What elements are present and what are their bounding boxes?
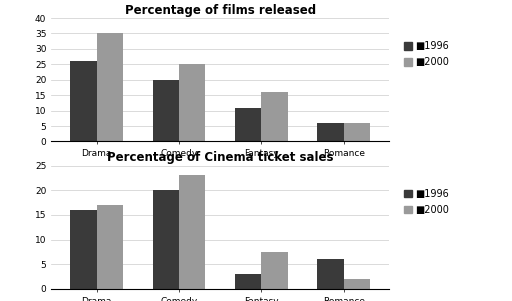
Legend: ■1996, ■2000: ■1996, ■2000 bbox=[404, 189, 449, 215]
Bar bbox=[344, 123, 370, 141]
Bar bbox=[261, 252, 288, 289]
Bar bbox=[153, 80, 179, 141]
Bar bbox=[179, 175, 205, 289]
Bar bbox=[235, 274, 261, 289]
Bar bbox=[70, 61, 97, 141]
Title: Percentage of films released: Percentage of films released bbox=[124, 4, 316, 17]
Bar bbox=[70, 210, 97, 289]
Bar bbox=[97, 33, 123, 141]
Bar bbox=[97, 205, 123, 289]
Bar bbox=[179, 64, 205, 141]
Legend: ■1996, ■2000: ■1996, ■2000 bbox=[404, 42, 449, 67]
Bar bbox=[317, 123, 344, 141]
Bar bbox=[235, 107, 261, 141]
Bar bbox=[344, 279, 370, 289]
Bar bbox=[153, 190, 179, 289]
Bar bbox=[317, 259, 344, 289]
Bar bbox=[261, 92, 288, 141]
Title: Percentage of Cinema ticket sales: Percentage of Cinema ticket sales bbox=[107, 151, 333, 164]
